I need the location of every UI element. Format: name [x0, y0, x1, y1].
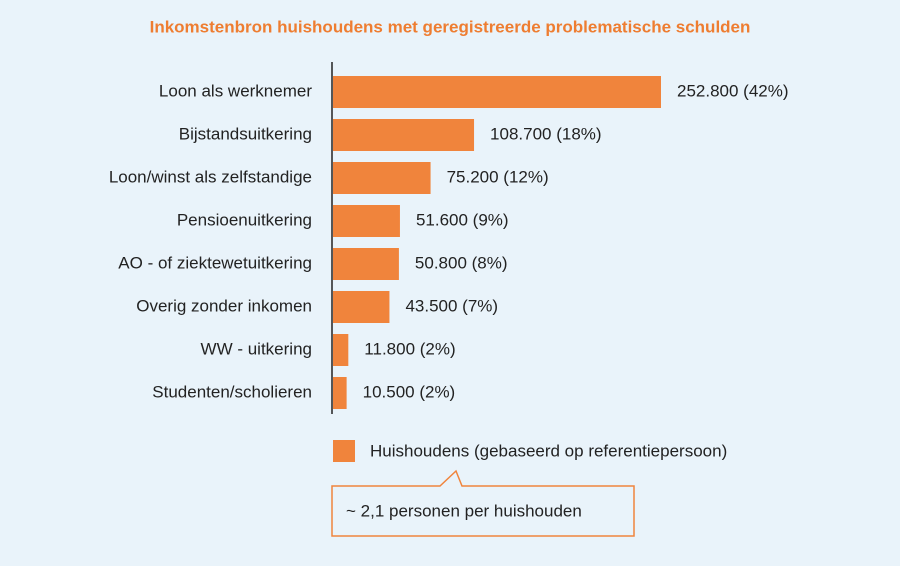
bar	[333, 248, 399, 280]
category-label: Studenten/scholieren	[152, 382, 312, 401]
value-label: 75.200 (12%)	[447, 167, 549, 186]
value-label: 11.800 (2%)	[364, 339, 455, 358]
category-label: Bijstandsuitkering	[179, 124, 312, 143]
value-label: 51.600 (9%)	[416, 210, 509, 229]
bar	[333, 162, 431, 194]
value-label: 50.800 (8%)	[415, 253, 508, 272]
bar	[333, 76, 661, 108]
chart-title: Inkomstenbron huishoudens met geregistre…	[150, 17, 751, 36]
bar	[333, 119, 475, 151]
category-label: Overig zonder inkomen	[136, 296, 312, 315]
category-label: Loon/winst als zelfstandige	[109, 167, 312, 186]
category-label: Pensioenuitkering	[177, 210, 312, 229]
callout-box	[331, 469, 635, 537]
value-label: 108.700 (18%)	[490, 124, 602, 143]
value-label: 252.800 (42%)	[677, 81, 789, 100]
legend-swatch	[333, 440, 355, 462]
category-label: AO - of ziektewetuitkering	[118, 253, 312, 272]
category-label: WW - uitkering	[201, 339, 312, 358]
bar	[333, 291, 390, 323]
bar	[333, 205, 400, 237]
bar	[333, 334, 349, 366]
category-label: Loon als werknemer	[159, 81, 312, 100]
value-label: 43.500 (7%)	[405, 296, 498, 315]
bar	[333, 377, 347, 409]
annotation: ~ 2,1 personen per huishouden	[346, 501, 582, 520]
legend-label: Huishoudens (gebaseerd op referentiepers…	[370, 441, 727, 460]
value-label: 10.500 (2%)	[363, 382, 456, 401]
